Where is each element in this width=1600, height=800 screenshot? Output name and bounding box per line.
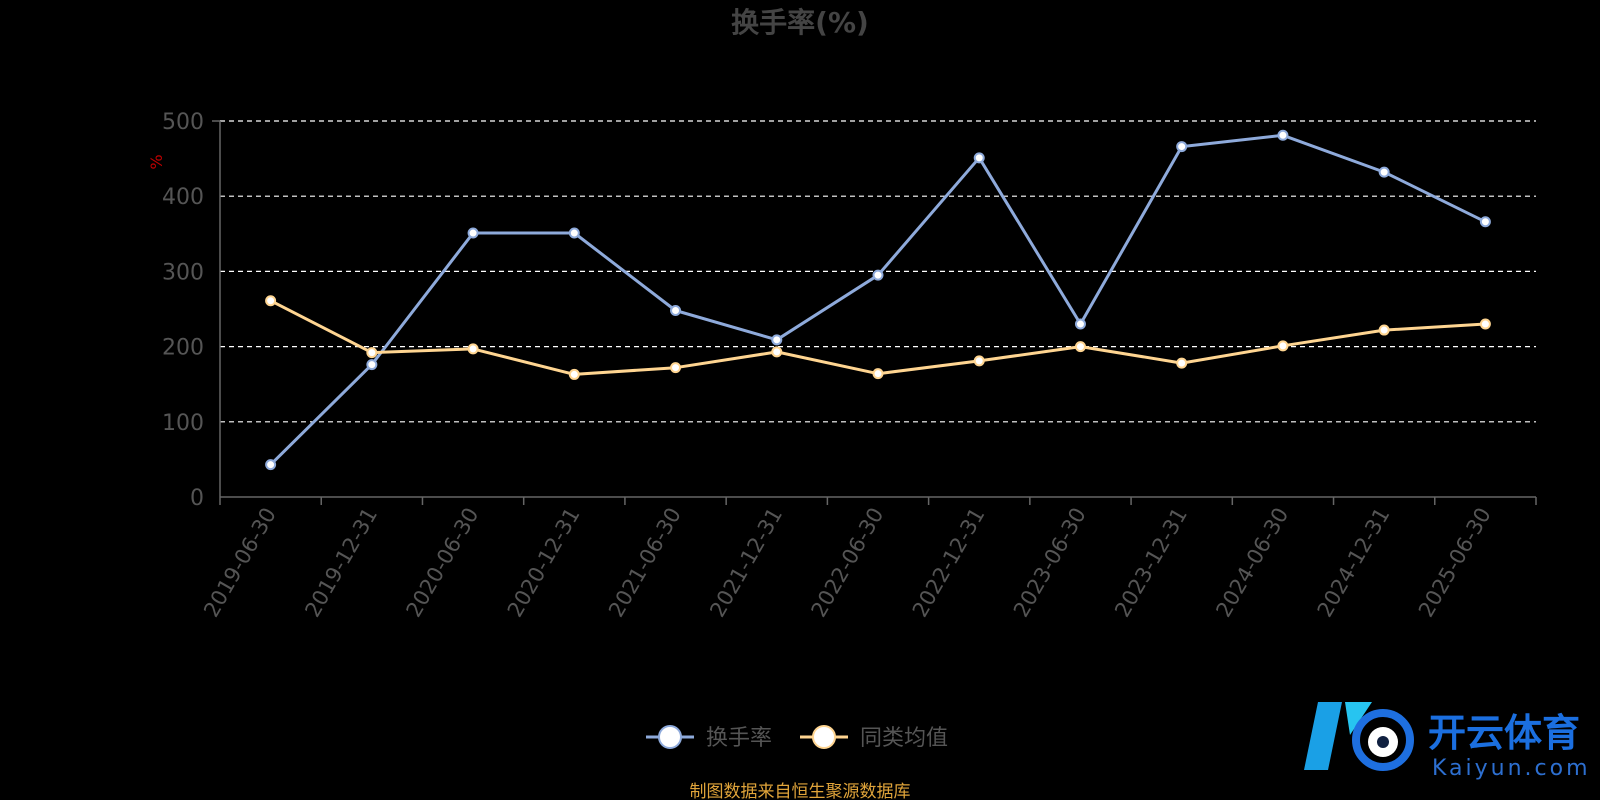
- data-point[interactable]: [670, 305, 682, 317]
- x-tick-label: 2021-06-30: [604, 504, 686, 622]
- y-axis-unit: %: [147, 154, 166, 169]
- legend[interactable]: 换手率 同类均值: [646, 725, 948, 751]
- data-point[interactable]: [366, 359, 378, 371]
- data-point[interactable]: [1176, 141, 1188, 153]
- data-point[interactable]: [1277, 340, 1289, 352]
- axes: [212, 120, 1537, 505]
- x-tick-label: 2019-12-31: [300, 504, 382, 622]
- legend-item-0[interactable]: 换手率: [646, 725, 772, 751]
- data-point[interactable]: [771, 346, 783, 358]
- data-point[interactable]: [1074, 341, 1086, 353]
- x-tick-label: 2024-12-31: [1313, 504, 1395, 622]
- y-tick-labels: 0 100 200 300 400 500: [162, 110, 204, 511]
- chart-title: 换手率(%): [731, 6, 869, 39]
- data-point[interactable]: [568, 368, 580, 380]
- data-point[interactable]: [973, 355, 985, 367]
- x-tick-label: 2021-12-31: [705, 504, 787, 622]
- data-point[interactable]: [872, 269, 884, 281]
- legend-label: 同类均值: [860, 726, 948, 751]
- series-line-1: [269, 299, 1486, 376]
- data-point[interactable]: [771, 334, 783, 346]
- legend-marker: [658, 725, 682, 749]
- data-point[interactable]: [1378, 166, 1390, 178]
- watermark-logo: 开云体育 Kaiyun.com: [1304, 702, 1591, 781]
- x-tick-label: 2025-06-30: [1414, 504, 1496, 622]
- series-1: [265, 295, 1491, 380]
- data-point[interactable]: [1074, 318, 1086, 330]
- data-point[interactable]: [1378, 324, 1390, 336]
- x-tick-label: 2023-06-30: [1009, 504, 1091, 622]
- data-point[interactable]: [1277, 129, 1289, 141]
- data-point[interactable]: [1176, 357, 1188, 369]
- data-point[interactable]: [973, 152, 985, 164]
- data-point[interactable]: [872, 368, 884, 380]
- data-point[interactable]: [467, 227, 479, 239]
- x-tick-label: 2019-06-30: [199, 504, 281, 622]
- x-tick-label: 2024-06-30: [1211, 504, 1293, 622]
- data-point[interactable]: [1479, 318, 1491, 330]
- x-tick-label: 2020-12-31: [503, 504, 585, 622]
- series-0: [265, 129, 1491, 471]
- y-tick-label: 100: [162, 411, 204, 436]
- x-tick-label: 2020-06-30: [402, 503, 484, 621]
- data-point[interactable]: [670, 362, 682, 374]
- x-tick-label: 2022-12-31: [908, 503, 990, 621]
- series-line-0: [269, 133, 1487, 466]
- x-tick-label: 2023-12-31: [1110, 504, 1192, 622]
- x-tick-label: 2022-06-30: [807, 504, 889, 622]
- x-tick-labels: 2019-06-30 2019-12-31 2020-06-30 2020-12-31…: [199, 503, 1496, 621]
- legend-label: 换手率: [706, 726, 772, 751]
- legend-item-1[interactable]: 同类均值: [800, 725, 948, 751]
- data-point[interactable]: [568, 227, 580, 239]
- legend-marker: [812, 725, 836, 749]
- data-point[interactable]: [265, 459, 277, 471]
- data-point[interactable]: [366, 347, 378, 359]
- kaiyun-logo-icon: [1304, 702, 1414, 771]
- watermark-brand: 开云体育: [1428, 711, 1580, 755]
- y-tick-label: 200: [162, 336, 204, 361]
- watermark-sub: Kaiyun.com: [1432, 756, 1591, 781]
- data-point[interactable]: [1479, 216, 1491, 228]
- series-group: [265, 129, 1491, 471]
- y-tick-label: 0: [190, 486, 204, 511]
- y-tick-label: 300: [162, 260, 204, 285]
- y-tick-label: 500: [162, 110, 204, 135]
- y-tick-label: 400: [162, 185, 204, 210]
- data-point[interactable]: [467, 343, 479, 355]
- source-note: 制图数据来自恒生聚源数据库: [690, 782, 911, 800]
- data-point[interactable]: [265, 295, 277, 307]
